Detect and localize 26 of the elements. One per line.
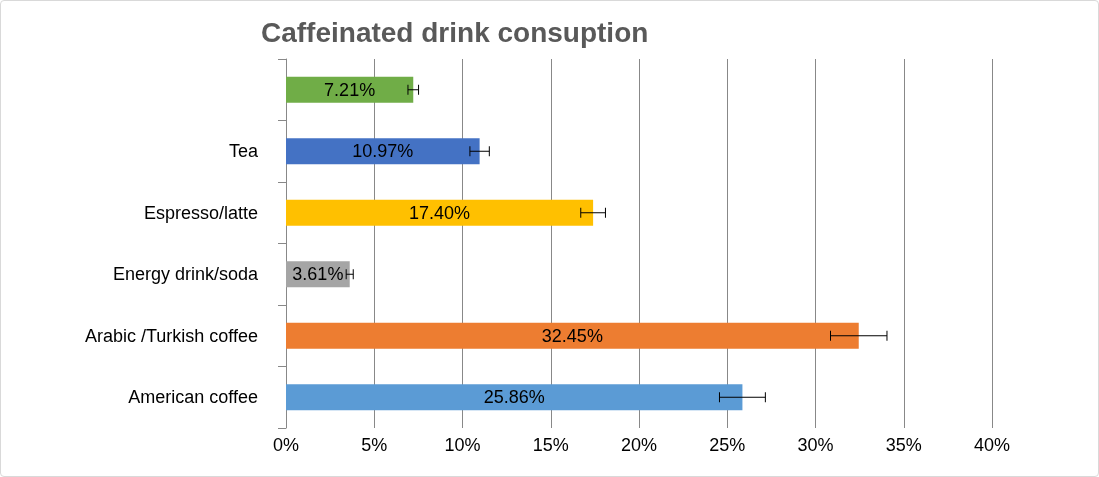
bar bbox=[286, 76, 414, 103]
data-label: 32.45% bbox=[541, 325, 603, 346]
bar bbox=[286, 199, 594, 226]
y-tick-label: American coffee bbox=[128, 387, 258, 408]
x-tick-label: 0% bbox=[272, 435, 300, 455]
bar bbox=[286, 138, 480, 165]
bar bbox=[286, 322, 859, 349]
y-tick-label: Arabic /Turkish coffee bbox=[84, 325, 258, 346]
x-tick-label: 30% bbox=[797, 435, 834, 455]
x-tick-label: 35% bbox=[885, 435, 922, 455]
data-label: 7.21% bbox=[324, 79, 376, 100]
y-tick-label: Tea bbox=[228, 141, 259, 162]
x-tick-label: 10% bbox=[444, 435, 481, 455]
chart-title: Caffeinated drink consuption bbox=[261, 16, 649, 48]
data-label: 17.40% bbox=[409, 202, 471, 223]
x-tick-label: 25% bbox=[709, 435, 746, 455]
data-label: 10.97% bbox=[352, 141, 414, 162]
x-tick-label: 20% bbox=[620, 435, 658, 455]
y-tick-label: Energy drink/soda bbox=[112, 264, 259, 285]
data-label: 3.61% bbox=[292, 264, 344, 285]
x-tick-label: 40% bbox=[973, 435, 1011, 455]
data-label: 25.86% bbox=[483, 387, 545, 408]
bar bbox=[286, 384, 743, 411]
y-tick-label: Espresso/latte bbox=[143, 202, 258, 223]
x-tick-label: 5% bbox=[361, 435, 388, 455]
x-tick-label: 15% bbox=[532, 435, 569, 455]
